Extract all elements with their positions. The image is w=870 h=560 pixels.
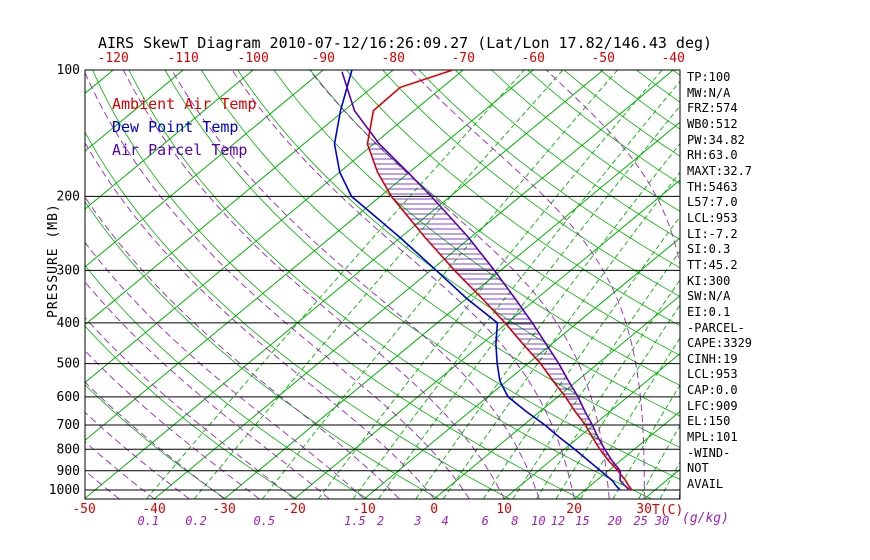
tick-label: 2 [377, 514, 384, 528]
index-value: TP:100 [687, 70, 731, 84]
tick-label: 30 [654, 514, 669, 528]
tick-label: 3 [413, 514, 421, 528]
tick-label: -40 [661, 51, 684, 66]
index-value: FRZ:574 [687, 101, 738, 116]
pressure-gridlines [85, 69, 680, 491]
legend-dewpoint: Dew Point Temp [112, 118, 239, 136]
legend-parcel: Air Parcel Temp [112, 141, 248, 159]
tick-label: -50 [72, 502, 95, 517]
index-value: L57:7.0 [687, 195, 738, 210]
tick-label: 100 [57, 63, 80, 78]
index-value: KI:300 [687, 273, 731, 288]
tick-label: 1.5 [344, 514, 366, 528]
index-value: WB0:512 [687, 116, 738, 131]
index-value: MW:N/A [687, 85, 731, 100]
index-value: CAP:0.0 [687, 383, 738, 398]
index-value: AVAIL [687, 477, 724, 492]
tick-label: 0.2 [185, 514, 207, 528]
tick-label: 900 [57, 464, 80, 479]
tick-label: -120 [98, 51, 129, 66]
index-value: CAPE:3329 [687, 336, 753, 351]
legend-ambient: Ambient Air Temp [112, 95, 257, 113]
tick-label: 6 [482, 514, 489, 528]
tick-label: 25 [633, 514, 647, 528]
tick-label: 600 [57, 390, 80, 405]
index-value: -WIND- [687, 445, 731, 460]
tick-label: 10 [496, 502, 512, 517]
tick-label: -50 [591, 51, 614, 66]
mixing-ratio-lines [146, 70, 680, 499]
index-value: PW:34.82 [687, 132, 745, 147]
mixing-ratio-unit-label: (g/kg) [682, 511, 729, 526]
index-value: LCL:953 [687, 210, 738, 225]
tick-label: 1000 [49, 483, 80, 498]
tick-label: -110 [168, 51, 199, 66]
plot-frame [84, 69, 681, 500]
tick-label: 0.1 [137, 514, 159, 528]
tick-label: -10 [352, 502, 375, 517]
tick-label: 30 [636, 502, 652, 517]
index-value: RH:63.0 [687, 148, 738, 163]
tick-label: 700 [57, 418, 80, 433]
chart-title: AIRS SkewT Diagram 2010-07-12/16:26:09.2… [97, 34, 713, 52]
tick-label: -40 [142, 502, 165, 517]
tick-label: 8 [511, 514, 518, 528]
temp-unit-label: T(C) [652, 503, 684, 518]
dewpoint-curve [333, 70, 621, 491]
index-value: EI:0.1 [687, 304, 731, 319]
top-temp-labels: -120 -110 -100 -90 -80 -70 -60 -50 -40 [98, 51, 685, 66]
bottom-temp-labels: -50 -40 -30 -20 -10 0 10 20 30 [72, 502, 652, 517]
index-value: EL:150 [687, 414, 731, 429]
index-value: TH:5463 [687, 179, 738, 194]
tick-label: -100 [238, 51, 269, 66]
tick-label: 0.5 [253, 514, 275, 528]
tick-label: 20 [566, 502, 582, 517]
tick-label: -20 [282, 502, 305, 517]
tick-label: -60 [521, 51, 544, 66]
index-value: SW:N/A [687, 289, 731, 304]
tick-label: 800 [57, 442, 80, 457]
tick-label: 500 [57, 357, 80, 372]
tick-label: -30 [212, 502, 235, 517]
index-value: MAXT:32.7 [687, 163, 753, 178]
index-value: LCL:953 [687, 367, 738, 382]
cape-hatching [367, 143, 619, 470]
tick-label: 10 [531, 514, 545, 528]
indices-panel: TP:100 MW:N/A FRZ:574 WB0:512 PW:34.82 RH:63.… [687, 70, 752, 493]
tick-label: 20 [608, 514, 622, 528]
index-value: -PARCEL- [687, 320, 745, 335]
ambient-curve [366, 70, 633, 491]
tick-label: -90 [311, 51, 334, 66]
index-value: LFC:909 [687, 398, 738, 413]
index-value: TT:45.2 [687, 257, 738, 272]
moist-adiabat-lines [85, 70, 680, 499]
tick-label: -70 [451, 51, 474, 66]
tick-label: 200 [57, 189, 80, 204]
tick-label: 0 [430, 502, 438, 517]
tick-label: -80 [381, 51, 404, 66]
legend: Ambient Air Temp Dew Point Temp Air Parc… [112, 93, 257, 162]
index-value: SI:0.3 [687, 242, 731, 257]
tick-label: 300 [57, 263, 80, 278]
pressure-tick-labels: 100 200 300 400 500 600 700 800 900 1000 [49, 63, 80, 498]
index-value: CINH:19 [687, 351, 738, 366]
tick-label: 12 [551, 514, 565, 528]
index-value: MPL:101 [687, 430, 738, 445]
tick-label: 4 [442, 514, 449, 528]
mixing-ratio-labels: 0.1 0.2 0.5 1.5 2 3 4 6 8 10 12 15 20 25 30 [137, 514, 669, 528]
tick-label: 400 [57, 316, 80, 331]
index-value: LI:-7.2 [687, 226, 738, 241]
index-value: NOT [687, 461, 709, 476]
tick-label: 15 [575, 514, 589, 528]
